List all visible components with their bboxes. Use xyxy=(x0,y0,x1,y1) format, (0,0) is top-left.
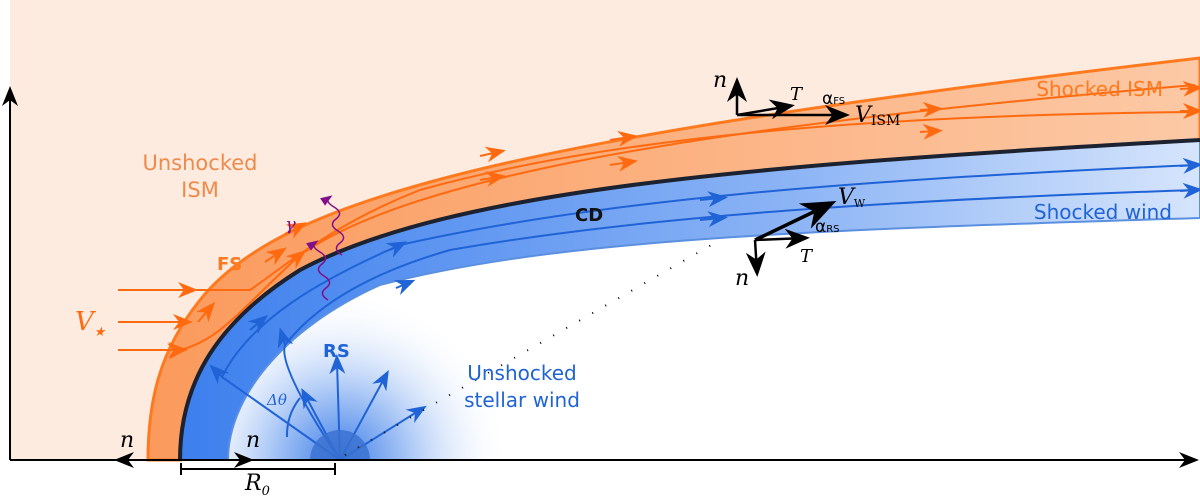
fs-normal-label: n xyxy=(120,428,134,453)
shocked-ism-label: Shocked ISM xyxy=(1036,77,1163,101)
rs-label: RS xyxy=(323,341,350,362)
unshocked-wind-label: Unshocked stellar wind xyxy=(464,361,580,412)
rs-vectors xyxy=(745,200,837,277)
alpha-rs-label: αRS xyxy=(815,217,840,237)
wind-glow xyxy=(228,218,1200,460)
alpha-fs-label: αFS xyxy=(822,89,845,109)
v-star-label: V★ xyxy=(75,307,107,340)
contact-discontinuity xyxy=(178,138,1200,461)
gamma-photons xyxy=(306,195,345,301)
cd-label: CD xyxy=(575,205,603,226)
star xyxy=(310,430,370,460)
shocked-wind-label: Shocked wind xyxy=(1034,200,1172,224)
r0-bar xyxy=(180,463,336,475)
v-ism-label: VISM xyxy=(855,103,900,129)
v-w-label: VW xyxy=(838,185,866,210)
delta-theta-label: Δθ xyxy=(266,391,287,409)
unshocked-ism-label: Unshocked ISM xyxy=(143,151,258,202)
fs-t-label: T xyxy=(790,84,804,105)
ism-streamlines xyxy=(118,80,1200,360)
gamma-label: γ xyxy=(285,214,296,235)
dotted-line xyxy=(344,239,721,456)
r0-label: R0 xyxy=(244,471,270,499)
fs-vectors xyxy=(727,77,850,125)
fs-label: FS xyxy=(217,254,242,275)
fs-n-label: n xyxy=(713,68,727,93)
rs-t-label: T xyxy=(800,246,814,267)
rs-normal-label: n xyxy=(246,428,260,453)
rs-n-label: n xyxy=(735,266,749,291)
